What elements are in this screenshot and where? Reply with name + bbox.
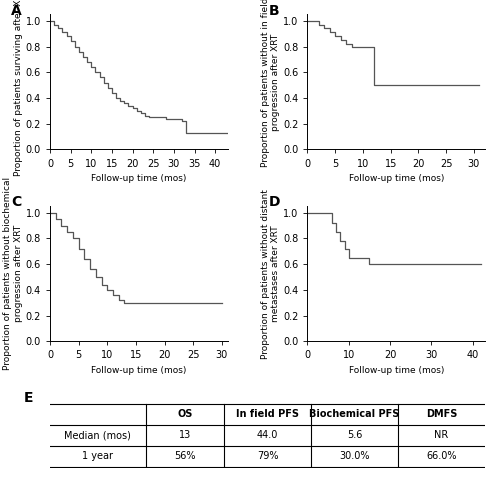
Text: In field PFS: In field PFS (236, 409, 299, 419)
Y-axis label: Proportion of patients without in field
progression after XRT: Proportion of patients without in field … (261, 0, 280, 167)
Y-axis label: Proportion of patients without distant
metastases after XRT: Proportion of patients without distant m… (261, 189, 280, 359)
X-axis label: Follow-up time (mos): Follow-up time (mos) (348, 366, 444, 375)
Text: Median (mos): Median (mos) (64, 430, 132, 440)
Text: 5.6: 5.6 (347, 430, 362, 440)
Text: D: D (268, 196, 280, 209)
Text: NR: NR (434, 430, 448, 440)
Text: Biochemical PFS: Biochemical PFS (310, 409, 400, 419)
Text: B: B (268, 3, 279, 18)
X-axis label: Follow-up time (mos): Follow-up time (mos) (91, 174, 186, 183)
Text: 30.0%: 30.0% (339, 452, 370, 461)
X-axis label: Follow-up time (mos): Follow-up time (mos) (91, 366, 186, 375)
Text: 13: 13 (178, 430, 191, 440)
Text: E: E (24, 391, 34, 405)
X-axis label: Follow-up time (mos): Follow-up time (mos) (348, 174, 444, 183)
Text: 44.0: 44.0 (257, 430, 278, 440)
Text: 1 year: 1 year (82, 452, 114, 461)
Text: 56%: 56% (174, 452, 196, 461)
Text: C: C (11, 196, 21, 209)
Y-axis label: Proportion of patients without biochemical
progression after XRT: Proportion of patients without biochemic… (4, 177, 23, 370)
Text: OS: OS (177, 409, 192, 419)
Text: 79%: 79% (257, 452, 278, 461)
Text: DMFS: DMFS (426, 409, 457, 419)
Text: 66.0%: 66.0% (426, 452, 456, 461)
Text: A: A (11, 3, 22, 18)
Y-axis label: Proportion of patients surviving after XRT: Proportion of patients surviving after X… (14, 0, 23, 175)
